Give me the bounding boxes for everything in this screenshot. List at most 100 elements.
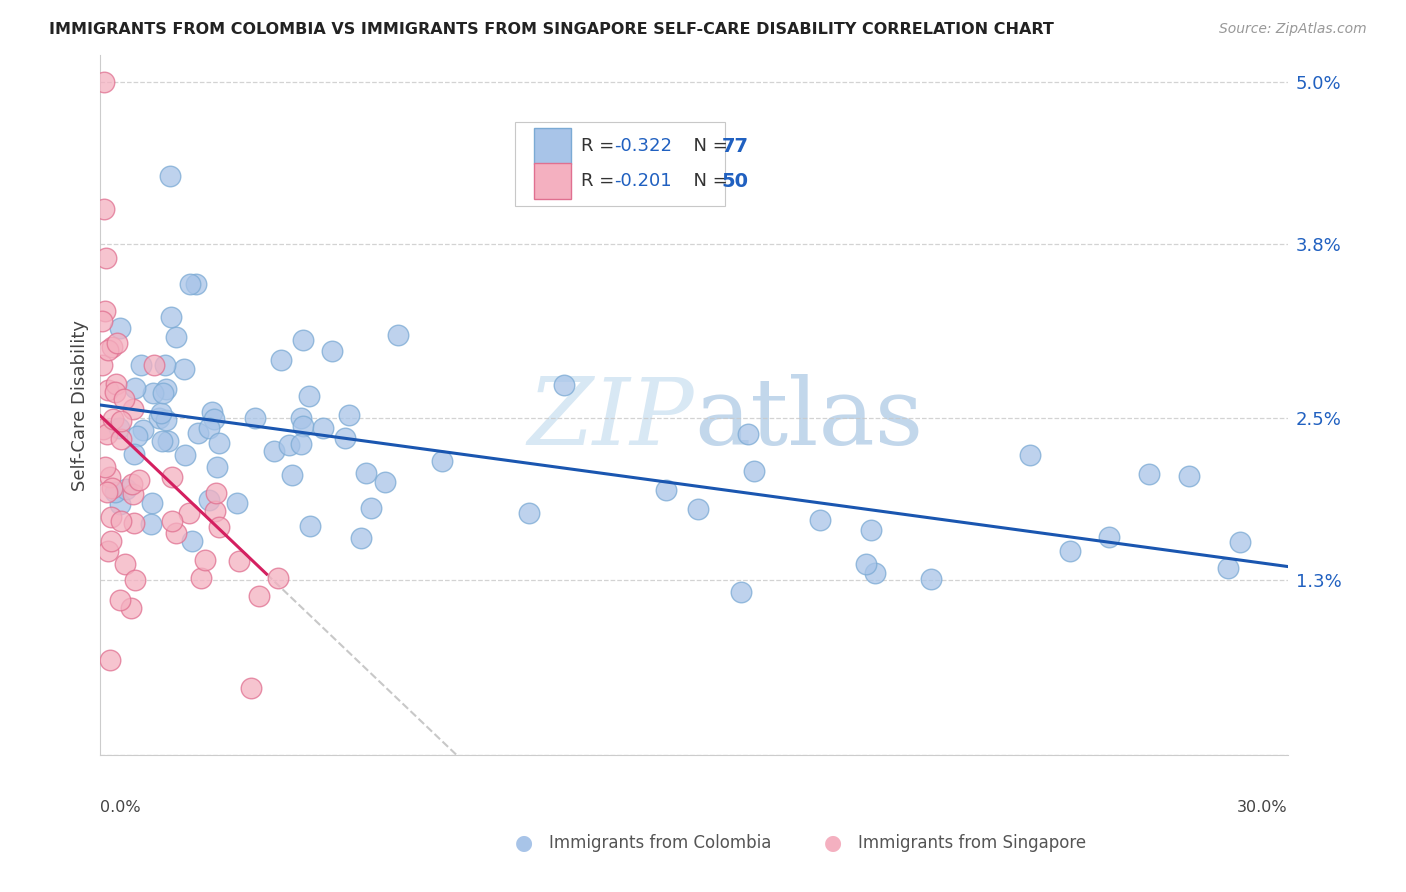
Point (160, 515, 183, 529)
Point (155, 413, 177, 427)
Point (96, 426, 118, 441)
Text: N =: N = (682, 137, 734, 155)
Point (290, 437, 312, 451)
Text: 50: 50 (721, 171, 748, 191)
Point (354, 466, 377, 480)
Point (94, 459, 117, 474)
Text: Source: ZipAtlas.com: Source: ZipAtlas.com (1219, 22, 1367, 37)
Point (159, 169, 181, 184)
Point (208, 436, 231, 450)
Point (149, 406, 172, 420)
Text: atlas: atlas (695, 374, 924, 464)
Point (228, 554, 250, 568)
Point (91, 358, 114, 372)
Point (181, 533, 204, 548)
Text: 30.0%: 30.0% (1237, 800, 1288, 815)
Point (1218, 561, 1240, 575)
Point (160, 310, 183, 324)
Point (1177, 468, 1199, 483)
Point (98, 470, 121, 484)
Point (125, 429, 148, 443)
Point (143, 358, 166, 372)
Point (267, 571, 290, 585)
Point (110, 432, 132, 446)
Point (121, 487, 143, 501)
Point (204, 503, 226, 517)
Point (333, 431, 356, 445)
Point (205, 486, 228, 500)
Point (179, 277, 201, 291)
Point (165, 330, 187, 344)
Point (120, 601, 142, 615)
Point (263, 444, 285, 458)
Point (198, 421, 221, 435)
Point (374, 475, 396, 490)
Point (194, 553, 217, 567)
Point (104, 385, 127, 400)
Point (121, 477, 143, 491)
Point (208, 520, 231, 534)
Point (205, 460, 228, 475)
Point (115, 483, 138, 497)
Point (132, 423, 155, 437)
Point (655, 483, 678, 497)
Point (298, 519, 321, 533)
Point (859, 523, 882, 537)
Point (226, 496, 249, 510)
Point (155, 383, 177, 397)
Point (239, 681, 262, 695)
Point (160, 470, 183, 484)
Point (93, 202, 115, 216)
Point (1098, 530, 1121, 544)
Point (122, 402, 145, 417)
Point (311, 420, 333, 434)
Point (292, 418, 315, 433)
Point (94, 303, 117, 318)
Text: R =: R = (581, 137, 620, 155)
Point (96, 251, 118, 265)
Text: -0.322: -0.322 (614, 137, 672, 155)
Point (808, 513, 831, 527)
Point (298, 389, 321, 403)
Point (100, 534, 122, 549)
Point (387, 328, 409, 343)
Point (337, 408, 360, 422)
Point (517, 506, 540, 520)
Point (742, 464, 765, 478)
Text: 0.0%: 0.0% (100, 800, 141, 815)
Point (321, 344, 343, 359)
Point (277, 438, 299, 452)
Point (128, 473, 150, 487)
Point (97, 543, 120, 558)
Point (187, 426, 209, 441)
Point (148, 410, 170, 425)
Point (247, 590, 270, 604)
Text: R =: R = (581, 172, 620, 190)
Point (730, 585, 752, 599)
Point (281, 468, 304, 483)
Point (360, 501, 382, 516)
Point (184, 277, 207, 291)
Text: ●: ● (824, 833, 842, 853)
Point (91, 314, 114, 328)
Point (173, 362, 195, 376)
Point (104, 484, 127, 499)
Text: ●: ● (515, 833, 533, 853)
Point (97, 384, 120, 398)
Point (1137, 467, 1160, 481)
Point (91, 422, 114, 436)
Point (101, 481, 124, 495)
Text: N =: N = (682, 172, 734, 190)
Point (190, 571, 212, 585)
Point (112, 392, 135, 406)
Point (157, 434, 180, 449)
Point (270, 353, 292, 368)
Point (129, 358, 152, 372)
Point (100, 340, 122, 354)
Point (243, 411, 266, 425)
Point (110, 321, 132, 335)
Point (201, 405, 224, 419)
Text: IMMIGRANTS FROM COLOMBIA VS IMMIGRANTS FROM SINGAPORE SELF-CARE DISABILITY CORRE: IMMIGRANTS FROM COLOMBIA VS IMMIGRANTS F… (49, 22, 1054, 37)
Point (737, 427, 759, 442)
Point (105, 335, 128, 350)
